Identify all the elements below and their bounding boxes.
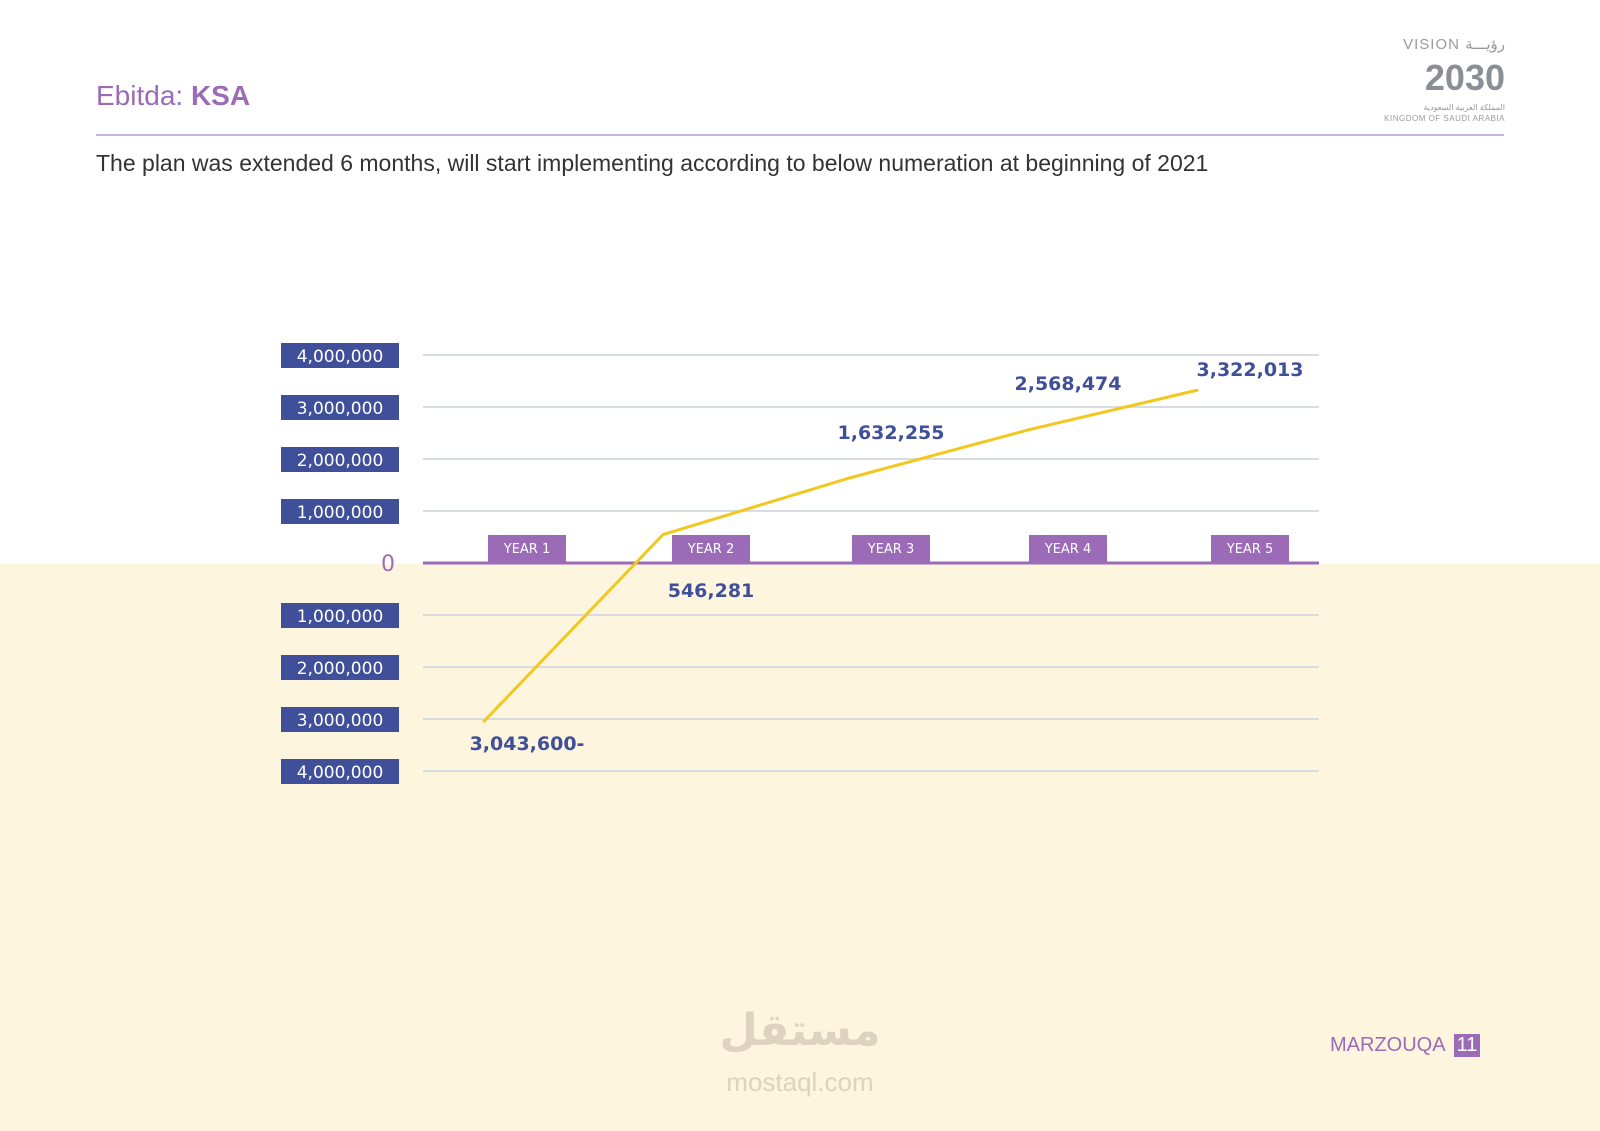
title-prefix: Ebitda: <box>96 80 191 111</box>
y-tick-label: 2,000,000 <box>297 451 384 471</box>
data-point <box>847 476 851 480</box>
logo-year: 2030 <box>1424 57 1505 98</box>
x-category-label: YEAR 5 <box>1226 542 1273 557</box>
x-category-label: YEAR 2 <box>687 542 734 557</box>
data-point <box>661 533 665 537</box>
data-point <box>482 719 486 723</box>
title-divider <box>96 134 1504 136</box>
y-tick-label-box <box>281 343 399 368</box>
data-point <box>1028 427 1032 431</box>
data-point <box>1195 388 1199 392</box>
subtitle: The plan was extended 6 months, will sta… <box>96 150 1209 176</box>
logo-english: KINGDOM OF SAUDI ARABIA <box>1384 114 1505 123</box>
x-category-box <box>1029 535 1107 563</box>
y-tick-label-box <box>281 395 399 420</box>
data-label: 3,043,600- <box>470 733 585 755</box>
data-label: 2,568,474 <box>1015 373 1122 395</box>
data-label: 1,632,255 <box>838 422 945 444</box>
title-country: KSA <box>190 80 251 111</box>
mostaql-watermark: مستقل mostaql.com <box>700 1000 900 1098</box>
vision-2030-logo: VISION رؤيـــة 2030 المملكة العربية السع… <box>1345 36 1505 124</box>
page-number: 11 <box>1453 1034 1481 1057</box>
y-tick-label: 1,000,000 <box>297 607 384 627</box>
y-tick-label-box <box>281 447 399 472</box>
data-label: 3,322,013 <box>1197 359 1304 381</box>
x-category-label: YEAR 3 <box>867 542 914 557</box>
y-tick-label-zero: 0 <box>381 552 395 577</box>
negative-region-background <box>0 564 1600 1131</box>
x-category-label: YEAR 4 <box>1044 542 1091 557</box>
logo-arabic: المملكة العربية السعودية <box>1423 103 1505 112</box>
y-tick-label-box <box>281 499 399 524</box>
x-category-box <box>1211 535 1289 563</box>
y-tick-label: 1,000,000 <box>297 503 384 523</box>
brand-name: MARZOUQA <box>1330 1034 1446 1056</box>
footer: MARZOUQA 11 <box>1330 1034 1481 1057</box>
watermark-arabic: مستقل <box>719 1006 881 1055</box>
y-tick-label: 4,000,000 <box>297 347 384 367</box>
x-category-box <box>488 535 566 563</box>
y-tick-label-box <box>281 603 399 628</box>
y-tick-label: 2,000,000 <box>297 659 384 679</box>
x-category-box <box>672 535 750 563</box>
page-title: Ebitda: KSA <box>96 80 250 112</box>
y-tick-label-box <box>281 707 399 732</box>
y-tick-label-box <box>281 759 399 784</box>
y-tick-label: 3,000,000 <box>297 399 384 419</box>
y-tick-label-box <box>281 655 399 680</box>
data-label: 546,281 <box>668 580 755 602</box>
y-tick-label: 3,000,000 <box>297 711 384 731</box>
y-tick-label: 4,000,000 <box>297 763 384 783</box>
x-category-box <box>852 535 930 563</box>
logo-vision-text: VISION رؤيـــة <box>1403 36 1505 53</box>
x-category-label: YEAR 1 <box>503 542 550 557</box>
watermark-latin: mostaql.com <box>726 1067 874 1097</box>
